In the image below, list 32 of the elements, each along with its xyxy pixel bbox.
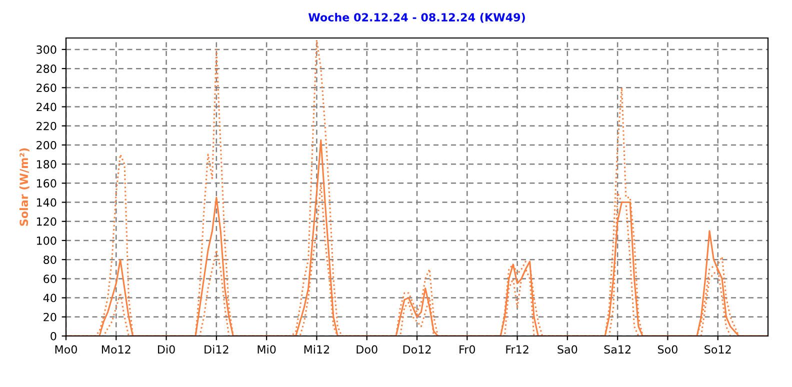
y-tick-label: 280	[36, 64, 56, 73]
y-tick-label: 300	[36, 45, 56, 54]
y-tick-label: 140	[36, 198, 56, 207]
x-tick-label: Sa0	[558, 345, 578, 354]
x-tick-label: Fr12	[506, 345, 528, 354]
x-tick-label: Di0	[158, 345, 175, 354]
y-tick-label: 260	[36, 84, 56, 92]
y-axis-title: Solar (W/m²)	[19, 148, 30, 226]
y-tick-label: 80	[44, 256, 56, 264]
x-tick-label: So12	[704, 345, 731, 354]
y-tick-label: 180	[36, 160, 56, 168]
x-tick-label: Mi12	[304, 345, 330, 354]
x-tick-label: Di12	[204, 345, 228, 354]
x-tick-label: So0	[658, 345, 678, 354]
y-tick-label: 20	[44, 312, 56, 322]
y-tick-label: 240	[36, 102, 56, 112]
x-tick-label: Sa12	[604, 345, 630, 354]
y-tick-label: 160	[36, 179, 56, 188]
x-tick-label: Do12	[403, 345, 431, 354]
x-tick-label: Mi0	[258, 345, 276, 354]
y-tick-label: 100	[36, 236, 56, 245]
y-tick-label: 0	[50, 332, 56, 340]
x-tick-label: Fr0	[460, 345, 476, 354]
y-tick-label: 200	[36, 140, 56, 150]
y-tick-label: 60	[44, 274, 56, 284]
chart-title: Woche 02.12.24 - 08.12.24 (KW49)	[308, 12, 525, 23]
x-tick-label: Mo12	[102, 345, 130, 354]
y-tick-label: 120	[36, 217, 56, 226]
y-tick-label: 40	[43, 294, 56, 302]
x-tick-label: Do0	[356, 345, 378, 354]
x-tick-label: Mo0	[55, 345, 77, 354]
y-tick-label: 220	[36, 122, 56, 130]
